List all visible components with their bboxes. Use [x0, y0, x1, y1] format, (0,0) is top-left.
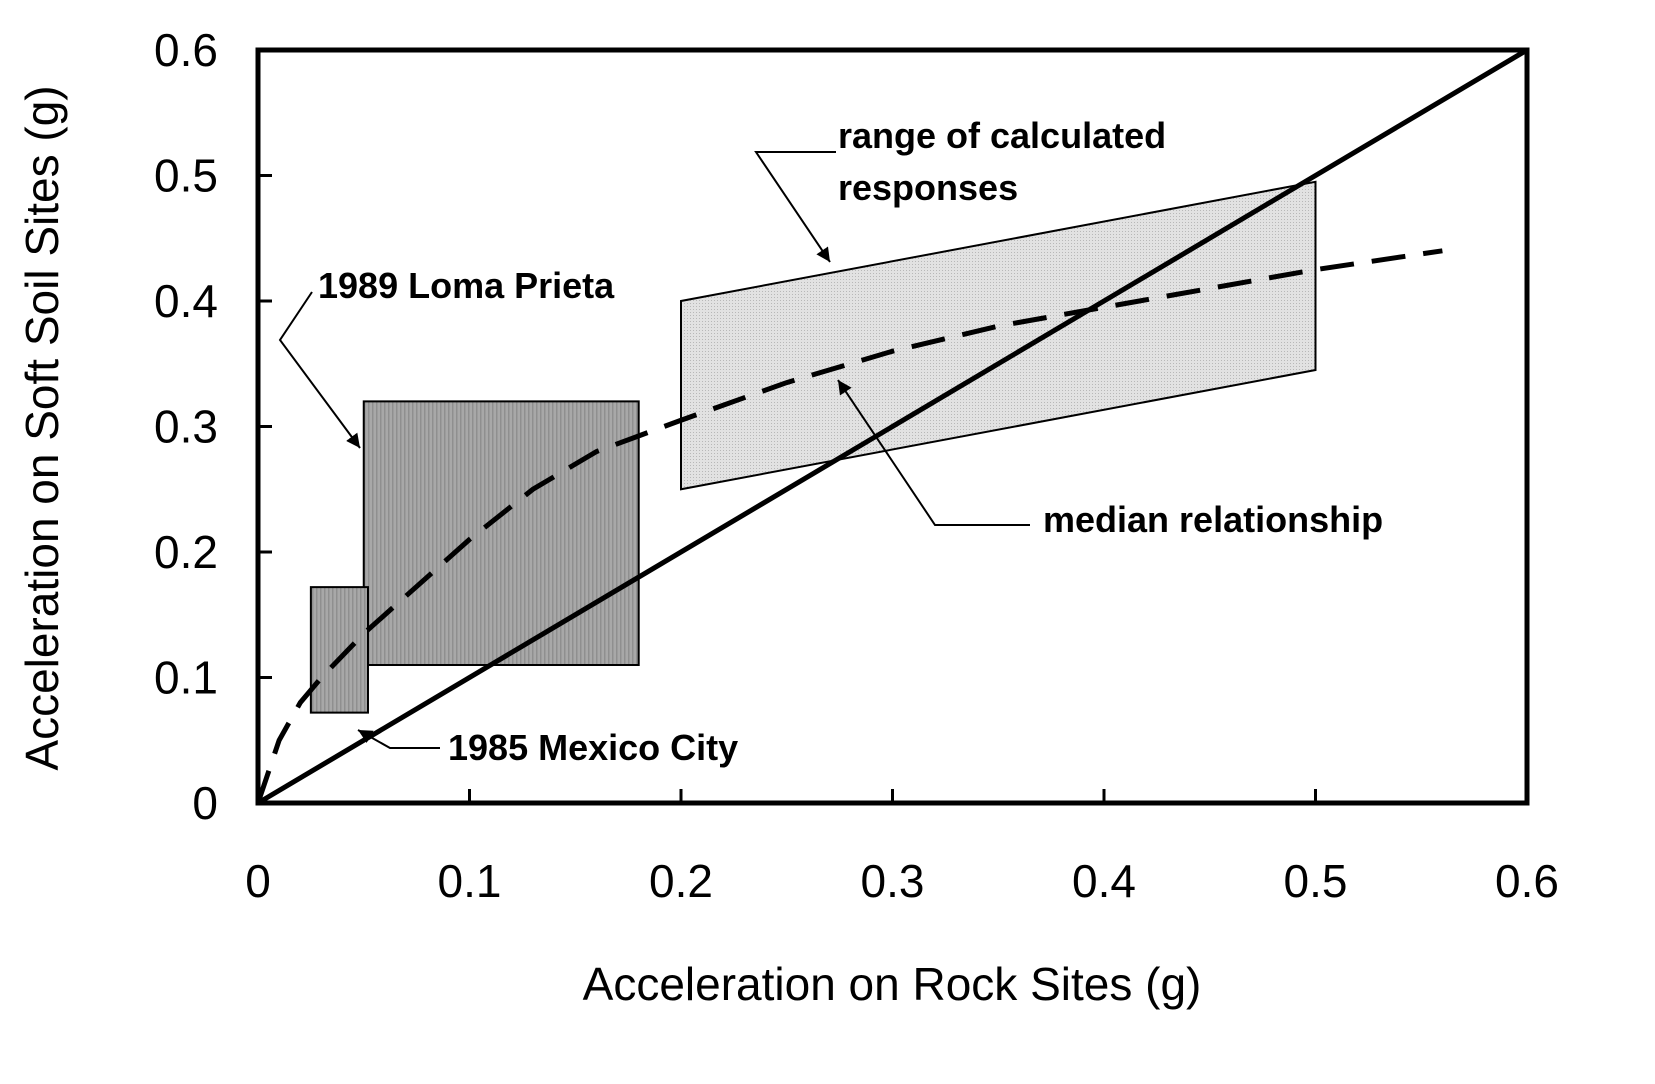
x-axis-label: Acceleration on Rock Sites (g) — [583, 958, 1202, 1010]
annotation: responses — [838, 167, 1018, 208]
plot-area — [255, 47, 1530, 806]
x-tick-label: 0 — [245, 855, 271, 907]
y-tick-label: 0.4 — [154, 275, 218, 327]
leader-mexico — [357, 729, 440, 749]
line — [256, 47, 1529, 806]
line — [255, 248, 1443, 804]
leader-loma — [278, 291, 361, 449]
x-tick-label: 0.5 — [1284, 855, 1348, 907]
y-tick-label: 0.3 — [154, 401, 218, 453]
y-tick-label: 0.2 — [154, 526, 218, 578]
annotation: 1989 Loma Prieta — [318, 265, 615, 306]
x-tick-label: 0.3 — [861, 855, 925, 907]
region — [680, 180, 1317, 491]
leader-median — [837, 379, 1030, 526]
x-tick-label: 0.2 — [649, 855, 713, 907]
annotation: 1985 Mexico City — [448, 727, 738, 768]
x-tick-label: 0.6 — [1495, 855, 1559, 907]
y-tick-label: 0 — [192, 777, 218, 829]
leader-range — [754, 151, 836, 263]
x-tick-label: 0.4 — [1072, 855, 1136, 907]
region — [309, 586, 369, 714]
annotation: median relationship — [1043, 499, 1383, 540]
y-tick-label: 0.1 — [154, 652, 218, 704]
y-axis-label: Acceleration on Soft Soil Sites (g) — [16, 85, 68, 770]
leaders — [278, 151, 1030, 749]
x-tick-label: 0.1 — [438, 855, 502, 907]
y-tick-label: 0.6 — [154, 24, 218, 76]
region — [362, 400, 640, 666]
annotation: range of calculated — [838, 115, 1166, 156]
y-tick-label: 0.5 — [154, 150, 218, 202]
